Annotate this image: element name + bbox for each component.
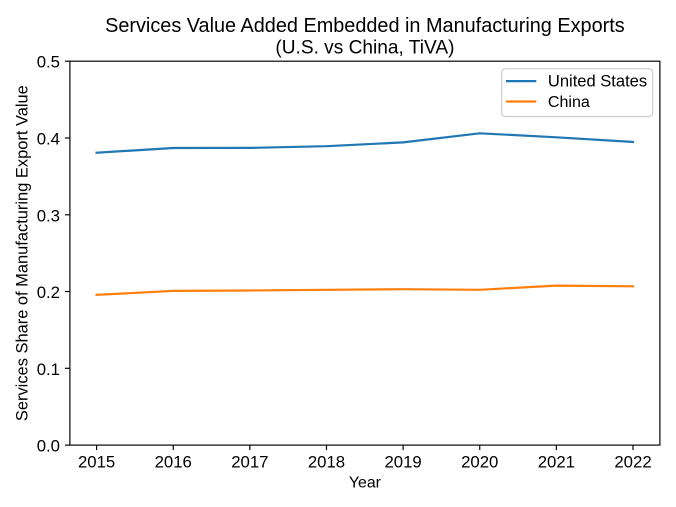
svg-text:0.2: 0.2 [37,283,60,302]
svg-text:2020: 2020 [461,453,498,472]
svg-text:China: China [548,93,590,111]
svg-text:2018: 2018 [308,453,345,472]
svg-text:Services Value Added Embedded: Services Value Added Embedded in Manufac… [105,15,625,37]
svg-text:2016: 2016 [155,453,192,472]
svg-text:2019: 2019 [384,453,421,472]
svg-text:2021: 2021 [538,453,575,472]
svg-text:United States: United States [548,72,647,91]
svg-text:2015: 2015 [78,453,115,472]
svg-text:0.4: 0.4 [37,130,60,149]
svg-text:2022: 2022 [614,453,651,472]
svg-text:0.0: 0.0 [37,437,60,456]
svg-text:2017: 2017 [231,453,268,472]
svg-text:0.3: 0.3 [37,206,60,225]
svg-text:0.1: 0.1 [37,360,60,379]
svg-text:0.5: 0.5 [37,53,60,72]
svg-text:(U.S. vs China, TiVA): (U.S. vs China, TiVA) [275,37,454,58]
svg-text:Year: Year [349,475,382,492]
svg-text:Services Share of Manufacturin: Services Share of Manufacturing Export V… [14,85,32,421]
